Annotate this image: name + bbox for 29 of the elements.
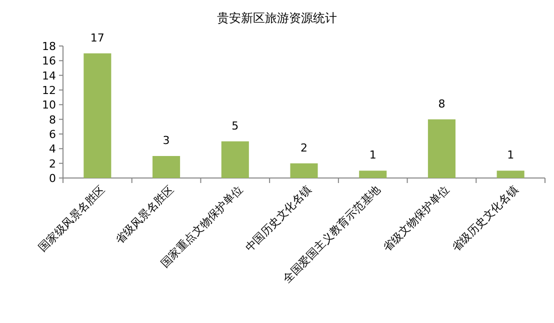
bar: [84, 53, 112, 178]
bar: [496, 170, 524, 178]
chart-title: 贵安新区旅游资源统计: [217, 11, 337, 25]
x-tick-label: 省级历史文化名镇: [449, 182, 521, 254]
x-tick-label: 省级风景名胜区: [112, 182, 176, 247]
bar: [221, 141, 249, 178]
y-tick-label: 12: [42, 84, 56, 97]
y-tick-label: 14: [42, 69, 56, 82]
data-label: 1: [369, 148, 376, 162]
bar: [152, 156, 180, 178]
data-label: 2: [300, 141, 308, 154]
y-tick-label: 10: [42, 98, 56, 112]
data-label: 3: [162, 134, 170, 147]
y-tick-label: 16: [42, 54, 56, 68]
bar: [428, 119, 456, 178]
y-tick-label: 0: [49, 172, 56, 185]
y-tick-label: 18: [42, 40, 56, 53]
y-tick-label: 6: [49, 128, 56, 141]
data-label: 17: [90, 31, 104, 44]
x-tick-label: 国家级风景名胜区: [36, 182, 108, 254]
data-label: 1: [507, 148, 514, 162]
data-label: 8: [438, 97, 446, 110]
bar: [359, 170, 387, 178]
bar: [290, 163, 318, 178]
y-tick-label: 8: [49, 113, 56, 126]
x-tick-label: 省级文物保护单位: [380, 182, 452, 254]
y-tick-label: 4: [49, 142, 56, 156]
data-label: 5: [232, 119, 239, 132]
y-tick-label: 2: [49, 157, 56, 170]
